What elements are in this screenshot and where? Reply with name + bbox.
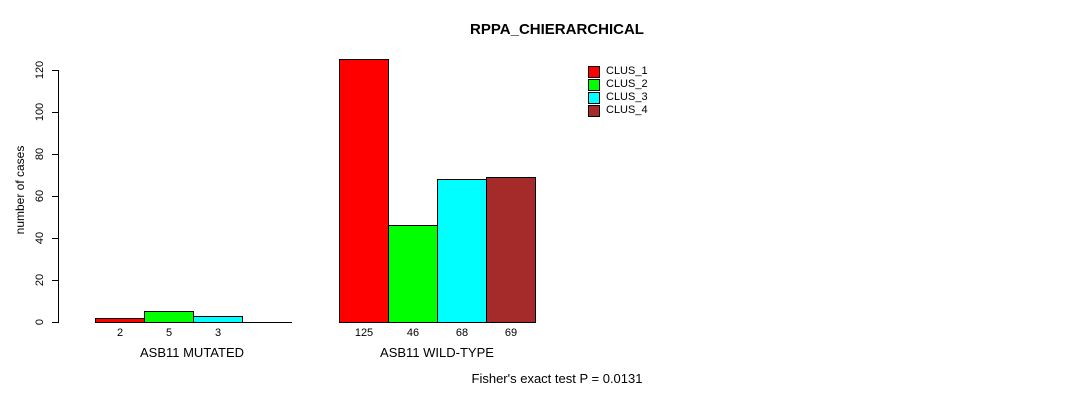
- bar-value-label-clus_3-mutated: 3: [214, 327, 222, 339]
- y-axis-tick: [52, 112, 59, 113]
- legend: CLUS_1 CLUS_2 CLUS_3 CLUS_4: [588, 65, 648, 117]
- y-axis-tick: [52, 322, 59, 323]
- y-axis-tick: [52, 70, 59, 71]
- y-axis-tick: [52, 154, 59, 155]
- y-axis-tick-label: 60: [34, 189, 46, 203]
- y-axis-tick: [52, 280, 59, 281]
- bar-value-label-clus_3-wildtype: 68: [455, 327, 469, 339]
- x-axis-group-label-wildtype: ASB11 WILD-TYPE: [380, 345, 494, 360]
- bar-clus_4-wildtype: [486, 177, 536, 323]
- legend-item-clus_4: CLUS_4: [588, 104, 648, 117]
- legend-item-clus_1: CLUS_1: [588, 65, 648, 78]
- x-axis-group-label-mutated: ASB11 MUTATED: [139, 345, 245, 360]
- y-axis-tick-label: 0: [34, 318, 46, 326]
- y-axis-tick: [52, 238, 59, 239]
- y-axis-tick-label: 100: [34, 102, 46, 122]
- bar-value-label-clus_2-wildtype: 46: [406, 327, 420, 339]
- bar-clus_1-wildtype: [339, 59, 389, 323]
- y-axis-tick-label: 120: [34, 60, 46, 80]
- bar-value-label-clus_1-mutated: 2: [116, 327, 124, 339]
- bar-value-label-clus_1-wildtype: 125: [354, 327, 374, 339]
- legend-label: CLUS_3: [606, 91, 648, 103]
- legend-swatch-icon: [588, 78, 600, 91]
- bar-value-label-clus_2-mutated: 5: [165, 327, 173, 339]
- bar-clus_1-mutated: [95, 318, 145, 323]
- chart-title: RPPA_CHIERARCHICAL: [470, 21, 644, 38]
- y-axis-tick-label: 80: [34, 147, 46, 161]
- bar-clus_2-wildtype: [388, 225, 438, 323]
- legend-swatch-icon: [588, 91, 600, 104]
- legend-label: CLUS_1: [606, 65, 648, 77]
- bar-clus_2-mutated: [144, 311, 194, 323]
- legend-label: CLUS_2: [606, 78, 648, 90]
- bar-clus_3-mutated: [193, 316, 243, 323]
- bar-clus_3-wildtype: [437, 179, 487, 323]
- fisher-test-footnote: Fisher's exact test P = 0.0131: [471, 371, 643, 386]
- bar-value-label-clus_4-wildtype: 69: [504, 327, 518, 339]
- legend-label: CLUS_4: [606, 104, 648, 116]
- legend-swatch-icon: [588, 104, 600, 117]
- y-axis-tick: [52, 196, 59, 197]
- y-axis-tick-label: 40: [34, 231, 46, 245]
- legend-item-clus_3: CLUS_3: [588, 91, 648, 104]
- legend-item-clus_2: CLUS_2: [588, 78, 648, 91]
- y-axis-tick-label: 20: [34, 273, 46, 287]
- legend-swatch-icon: [588, 65, 600, 78]
- bar-zeroheight-clus_4-mutated: [242, 322, 292, 323]
